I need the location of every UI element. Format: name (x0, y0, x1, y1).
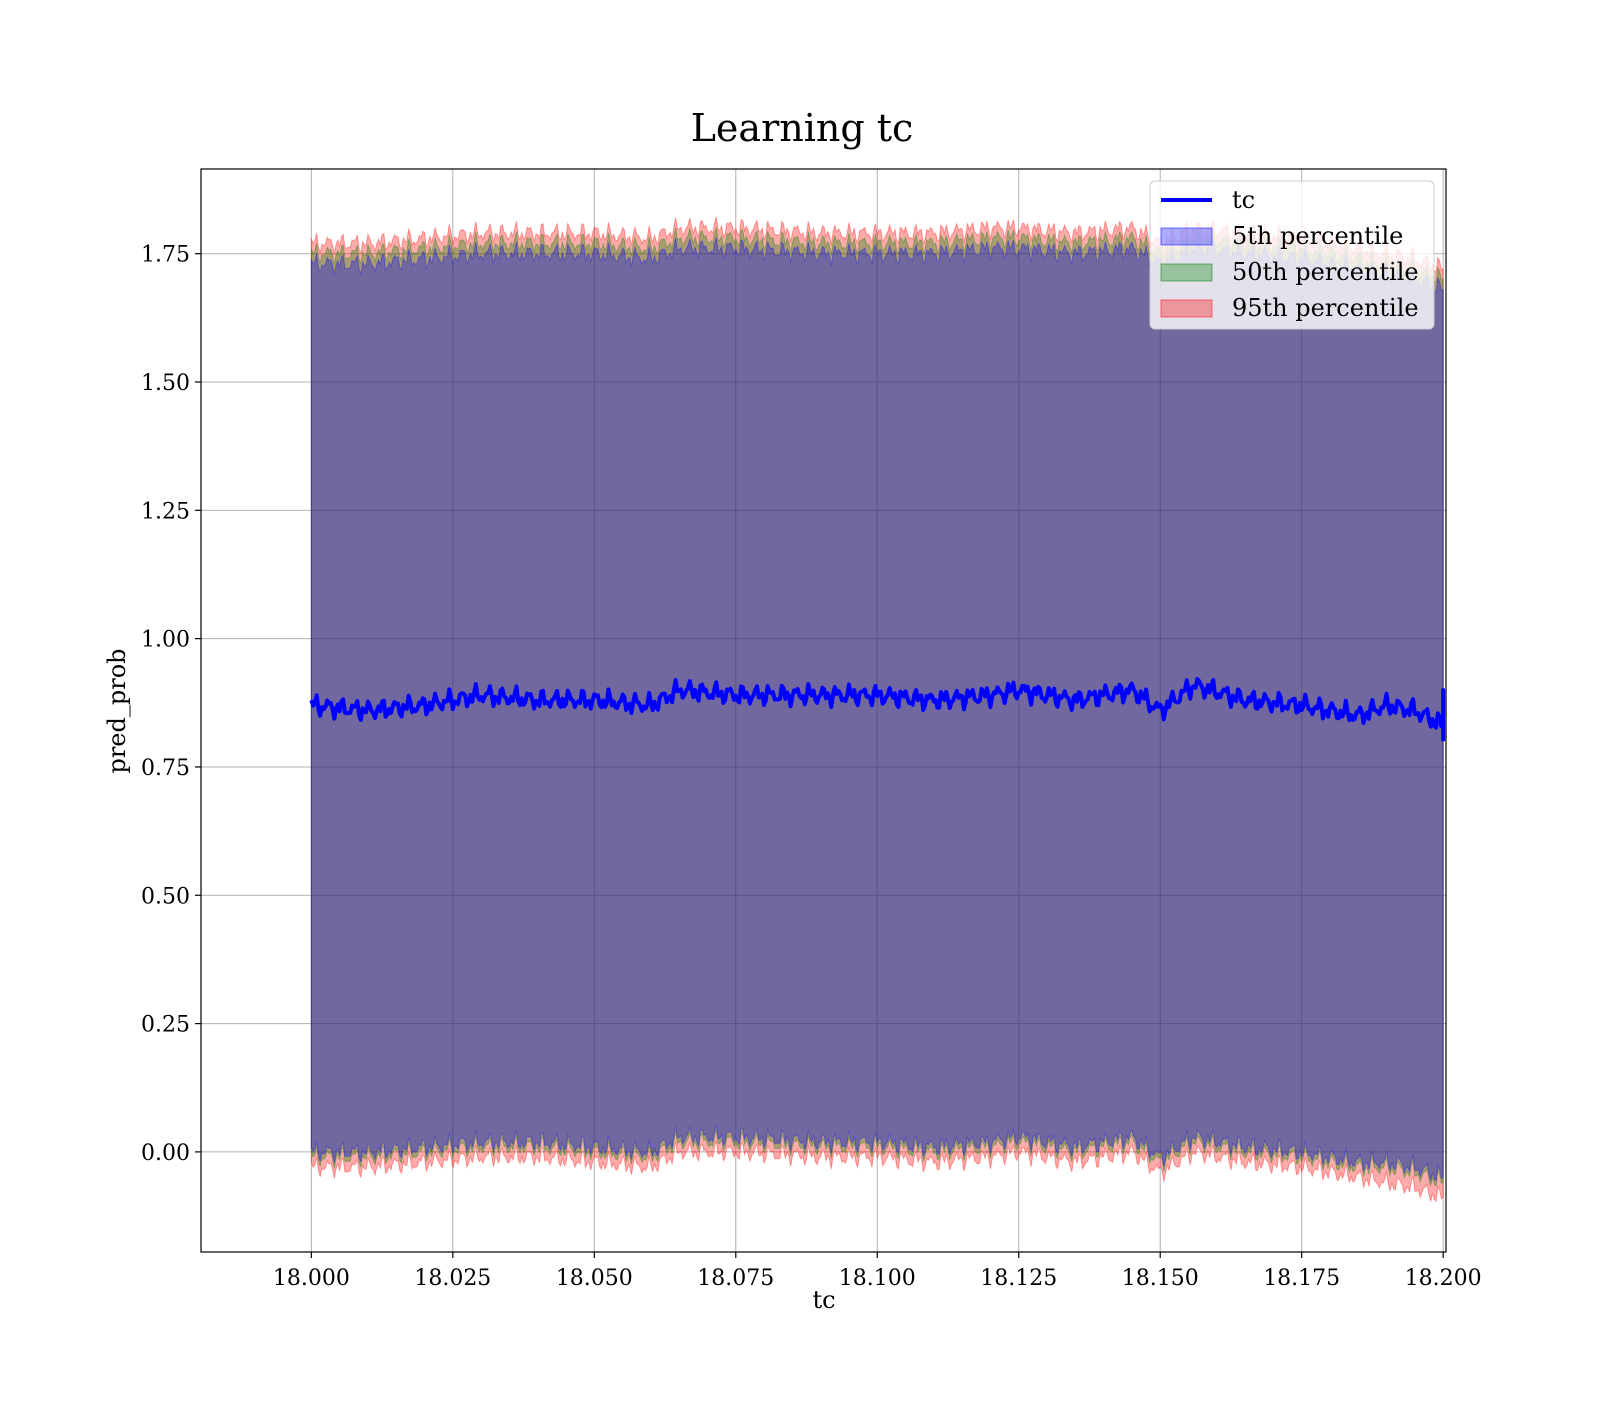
legend-swatch (1160, 299, 1213, 318)
y-axis-label: pred_prob (103, 648, 131, 773)
percentile-bands (310, 216, 1444, 1204)
x-tick-label: 18.025 (414, 1266, 491, 1291)
y-tick-label: 1.25 (141, 499, 190, 524)
x-tick-label: 18.075 (697, 1266, 774, 1291)
y-tick-label: 1.75 (141, 243, 190, 268)
x-tick-label: 18.000 (273, 1266, 350, 1291)
y-tick-label: 0.50 (141, 884, 190, 909)
legend-swatch (1160, 263, 1213, 282)
x-tick-label: 18.125 (980, 1266, 1057, 1291)
axis-ticks: 18.000 18.025 18.050 18.075 18.100 18.125 18.1… (141, 243, 1482, 1291)
legend-swatch (1160, 227, 1213, 246)
band-5th-percentile (310, 237, 1444, 1183)
x-axis-label: tc (812, 1286, 835, 1314)
legend-box (1149, 180, 1435, 330)
line-tc (309, 677, 1446, 742)
legend-label: 5th percentile (1232, 222, 1403, 250)
x-tick-label: 18.050 (556, 1266, 633, 1291)
grid (201, 169, 1446, 1252)
legend-label: 95th percentile (1232, 294, 1419, 322)
legend: tc 5th percentile 50th percentile 95th perc… (1149, 180, 1435, 330)
series-lines (309, 677, 1446, 742)
y-tick-label: 1.50 (141, 371, 190, 396)
x-tick-label: 18.175 (1263, 1266, 1340, 1291)
chart-title: Learning tc (691, 106, 914, 150)
y-tick-label: 0.25 (141, 1013, 190, 1038)
legend-label: tc (1232, 186, 1255, 214)
band-95th-percentile (310, 216, 1444, 1204)
x-tick-label: 18.100 (839, 1266, 916, 1291)
y-tick-label: 0.00 (141, 1141, 190, 1166)
plot-frame (200, 168, 1447, 1253)
y-tick-label: 0.75 (141, 756, 190, 781)
y-tick-label: 1.00 (141, 628, 190, 653)
band-50th-percentile (310, 227, 1444, 1187)
x-tick-label: 18.200 (1405, 1266, 1482, 1291)
x-tick-label: 18.150 (1122, 1266, 1199, 1291)
legend-label: 50th percentile (1232, 258, 1419, 286)
